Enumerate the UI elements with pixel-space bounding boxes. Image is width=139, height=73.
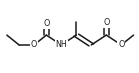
Text: O: O (31, 40, 37, 49)
Text: O: O (103, 18, 110, 27)
Text: NH: NH (55, 40, 67, 49)
Text: O: O (118, 40, 124, 49)
Text: O: O (43, 19, 49, 28)
